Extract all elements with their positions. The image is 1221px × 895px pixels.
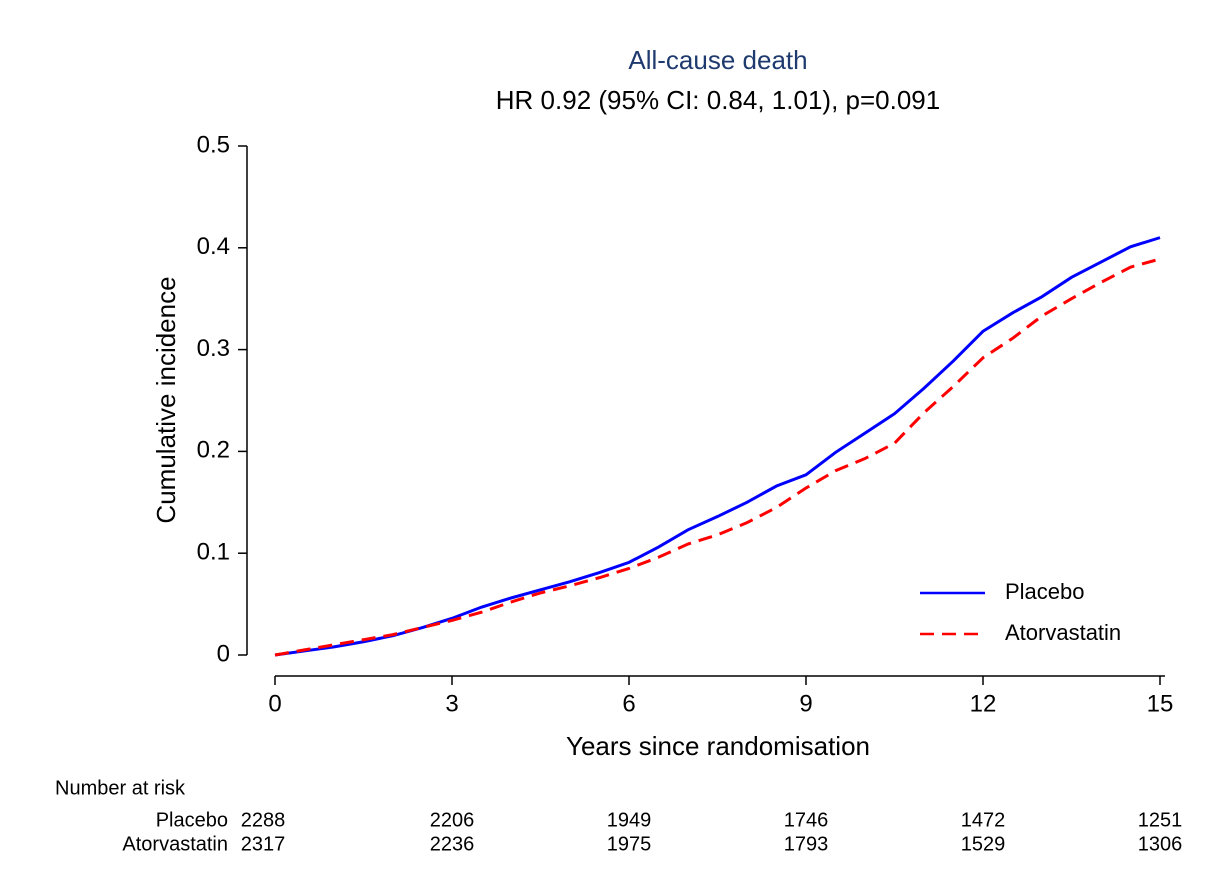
risk-value: 1746 [784, 809, 829, 831]
risk-value: 2236 [430, 833, 475, 855]
risk-value: 1949 [607, 809, 652, 831]
risk-value: 1529 [961, 833, 1006, 855]
chart-subtitle: HR 0.92 (95% CI: 0.84, 1.01), p=0.091 [496, 85, 940, 115]
risk-value: 1793 [784, 833, 829, 855]
risk-value: 1975 [607, 833, 652, 855]
series-line [274, 236, 1161, 657]
risk-value: 2288 [241, 809, 286, 831]
risk-value: 1306 [1138, 833, 1183, 855]
x-tick-label: 12 [970, 690, 997, 717]
y-axis-title: Cumulative incidence [151, 276, 181, 523]
x-tick-label: 15 [1147, 690, 1174, 717]
risk-table-title: Number at risk [55, 777, 186, 799]
y-tick-label: 0.3 [197, 335, 230, 362]
x-tick-label: 6 [622, 690, 635, 717]
legend-label: Atorvastatin [1005, 620, 1121, 645]
y-tick-label: 0.5 [197, 131, 230, 158]
series-line [274, 257, 1161, 657]
chart-title: All-cause death [628, 45, 807, 75]
risk-row-name: Placebo [156, 809, 228, 831]
x-tick-label: 9 [799, 690, 812, 717]
risk-value: 2206 [430, 809, 475, 831]
x-tick-label: 0 [268, 690, 281, 717]
legend-label: Placebo [1005, 579, 1085, 604]
risk-value: 2317 [241, 833, 286, 855]
y-tick-label: 0 [217, 640, 230, 667]
risk-row-name: Atorvastatin [122, 833, 228, 855]
x-tick-label: 3 [445, 690, 458, 717]
y-tick-label: 0.2 [197, 437, 230, 464]
risk-value: 1472 [961, 809, 1006, 831]
y-tick-label: 0.4 [197, 233, 230, 260]
risk-value: 1251 [1138, 809, 1183, 831]
y-tick-label: 0.1 [197, 539, 230, 566]
x-axis-title: Years since randomisation [566, 731, 870, 761]
